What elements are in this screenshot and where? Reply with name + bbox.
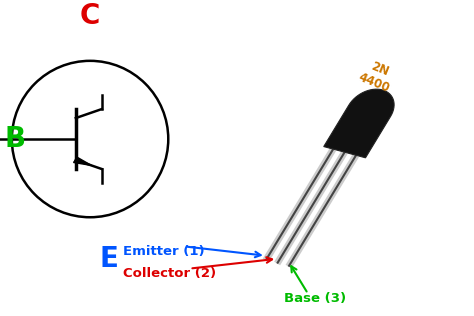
Text: E: E xyxy=(100,245,118,273)
Text: Emitter (1): Emitter (1) xyxy=(123,245,205,258)
Polygon shape xyxy=(324,89,394,158)
Text: 2N
4400: 2N 4400 xyxy=(356,57,397,95)
Text: Base (3): Base (3) xyxy=(284,292,346,305)
Polygon shape xyxy=(73,157,91,166)
Text: B: B xyxy=(5,125,26,153)
Text: Collector (2): Collector (2) xyxy=(123,267,216,280)
Text: C: C xyxy=(80,2,100,30)
